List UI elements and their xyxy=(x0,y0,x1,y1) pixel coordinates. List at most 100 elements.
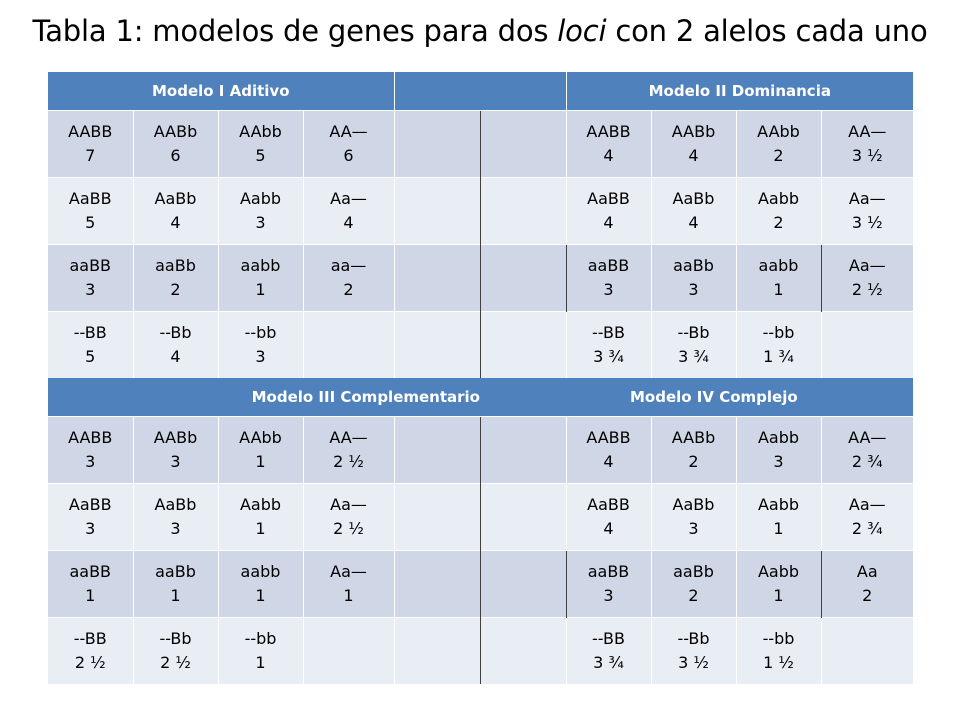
genotype-cell: AA— 3 ½ xyxy=(820,109,914,177)
model-header-gap xyxy=(393,72,566,110)
table-row: aaBB 3 aaBb 2 aabb 1 aa— 2 aaBB 3 aaBb 3 aabb 1 Aa— 2 ½ xyxy=(48,243,914,311)
genotype-label: Aabb xyxy=(757,188,800,208)
genotype-label: --bb xyxy=(244,628,277,648)
gap-cell xyxy=(393,243,480,311)
genotype-label: aabb xyxy=(240,561,281,581)
genotype-cell: Aa— 2 ½ xyxy=(820,243,914,311)
genotype-value: 3 xyxy=(603,585,614,605)
genotype-value: 3 ¾ xyxy=(678,346,709,366)
genotype-label: AaBb xyxy=(672,494,715,514)
section-header-row: Modelo III Complementario Modelo IV Compl… xyxy=(48,378,914,416)
genotype-value: 5 xyxy=(85,212,96,232)
genotype-value: 3 ½ xyxy=(851,145,883,165)
table-row: AABB 3 AABb 3 AAbb 1 AA— 2 ½ AABB 4 AABb 2 Aabb 3 AA— 2… xyxy=(48,415,914,483)
genotype-value: 7 xyxy=(85,145,96,165)
gap-cell xyxy=(479,310,566,378)
genotype-cell: aaBb 3 xyxy=(650,243,736,311)
genotype-label: AAbb xyxy=(239,121,282,141)
genotype-cell: aabb 1 xyxy=(217,549,303,617)
gap-cell xyxy=(479,616,566,684)
genotype-value: 2 xyxy=(773,212,784,232)
genotype-cell: AAbb 5 xyxy=(217,109,303,177)
gene-models-table: Modelo I Aditivo Modelo II Dominancia AABB… xyxy=(48,72,914,684)
genotype-label: AaBB xyxy=(68,188,112,208)
genotype-value: 1 xyxy=(85,585,96,605)
genotype-value: 3 xyxy=(85,451,96,471)
genotype-label: AaBB xyxy=(587,188,630,208)
genotype-value: 1 xyxy=(773,518,784,538)
genotype-value: 5 xyxy=(85,346,96,366)
genotype-cell: AABb 2 xyxy=(650,415,736,483)
gap-cell xyxy=(479,243,566,311)
genotype-cell: AA— 2 ¾ xyxy=(820,415,914,483)
genotype-label: AABb xyxy=(153,427,198,447)
genotype-cell: --BB 3 ¾ xyxy=(565,310,651,378)
genotype-label: AABB xyxy=(68,121,113,141)
genotype-cell: Aa— 1 xyxy=(302,549,394,617)
gap-cell xyxy=(393,176,480,244)
genotype-cell: aaBb 2 xyxy=(132,243,218,311)
genotype-cell: --bb 1 xyxy=(217,616,303,684)
genotype-value: 3 xyxy=(688,518,699,538)
gap-cell xyxy=(393,616,480,684)
genotype-cell: AA— 2 ½ xyxy=(302,415,394,483)
model-header-left: Modelo I Aditivo xyxy=(48,72,394,110)
gap-cell xyxy=(393,549,480,617)
genotype-cell: Aabb 2 xyxy=(735,176,821,244)
genotype-label: --Bb xyxy=(677,322,710,342)
genotype-label: --BB xyxy=(592,628,625,648)
genotype-value: 1 xyxy=(773,585,784,605)
genotype-label: --Bb xyxy=(159,628,192,648)
genotype-value: 4 xyxy=(603,518,614,538)
genotype-value: 3 xyxy=(85,279,96,299)
genotype-cell: --bb 1 ¾ xyxy=(735,310,821,378)
genotype-cell: Aa— 2 ¾ xyxy=(820,482,914,550)
genotype-cell: --BB 2 ½ xyxy=(48,616,133,684)
genotype-cell: AABb 3 xyxy=(132,415,218,483)
gap-cell xyxy=(393,310,480,378)
table-row: --BB 5 --Bb 4 --bb 3 --BB 3 ¾ --Bb 3 ¾ --bb 1 ¾ xyxy=(48,310,914,378)
genotype-label: --bb xyxy=(762,322,795,342)
genotype-label: Aabb xyxy=(239,494,282,514)
gap-cell xyxy=(479,482,566,550)
genotype-value: 4 xyxy=(603,145,614,165)
genotype-value: 1 xyxy=(255,652,266,672)
genotype-cell: AaBB 4 xyxy=(565,176,651,244)
genotype-cell xyxy=(820,310,914,378)
genotype-label: --Bb xyxy=(159,322,192,342)
genotype-cell xyxy=(302,616,394,684)
genotype-label: aabb xyxy=(758,255,799,275)
genotype-label: AABB xyxy=(586,121,631,141)
genotype-label: AABb xyxy=(671,427,716,447)
genotype-label: aaBb xyxy=(155,255,196,275)
genotype-label: --BB xyxy=(592,322,625,342)
genotype-value: 3 ½ xyxy=(851,212,883,232)
genotype-label: aaBB xyxy=(69,561,112,581)
genotype-cell: AABB 3 xyxy=(48,415,133,483)
genotype-cell: aaBB 3 xyxy=(48,243,133,311)
genotype-cell: AaBB 4 xyxy=(565,482,651,550)
genotype-label: Aa— xyxy=(848,255,886,275)
genotype-cell: aabb 1 xyxy=(735,243,821,311)
genotype-value: 2 xyxy=(688,451,699,471)
genotype-label: aaBb xyxy=(155,561,196,581)
genotype-label: AA— xyxy=(848,427,887,447)
genotype-value: 3 ½ xyxy=(678,652,709,672)
genotype-value: 2 xyxy=(773,145,784,165)
genotype-value: 2 xyxy=(688,585,699,605)
section-header-row: Modelo I Aditivo Modelo II Dominancia xyxy=(48,72,914,110)
gap-cell xyxy=(393,415,480,483)
genotype-cell: aaBb 1 xyxy=(132,549,218,617)
genotype-value: 2 ½ xyxy=(333,451,364,471)
genotype-value: 2 ½ xyxy=(74,652,106,672)
genotype-cell: AaBb 3 xyxy=(132,482,218,550)
gap-cell xyxy=(393,482,480,550)
genotype-value: 3 xyxy=(773,451,784,471)
genotype-label: Aa— xyxy=(330,494,367,514)
genotype-cell xyxy=(302,310,394,378)
genotype-cell: Aa— 3 ½ xyxy=(820,176,914,244)
genotype-label: AABB xyxy=(68,427,113,447)
genotype-label: AAbb xyxy=(757,121,800,141)
genotype-cell: AABB 4 xyxy=(565,415,651,483)
genotype-value: 2 xyxy=(862,585,873,605)
